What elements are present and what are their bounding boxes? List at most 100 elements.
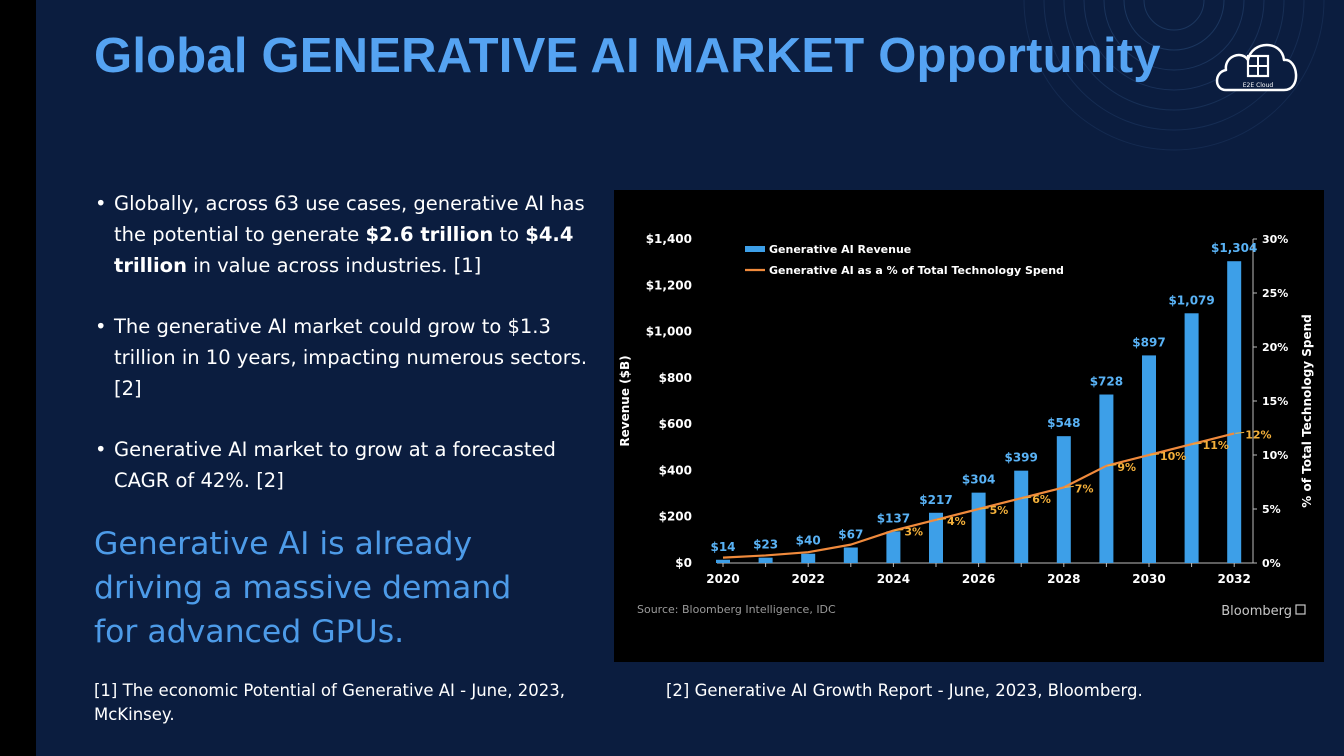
bar-value-label: $1,079 <box>1168 293 1214 307</box>
bar <box>929 512 943 563</box>
pct-leader <box>1064 485 1074 488</box>
pct-leader <box>1235 431 1245 434</box>
chart-background <box>614 190 1324 662</box>
legend-label-revenue: Generative AI Revenue <box>769 243 911 256</box>
pct-value-label: 10% <box>1160 450 1186 463</box>
bullet-item: • The generative AI market could grow to… <box>94 311 594 404</box>
revenue-chart: $0 $200 $400 $600 $800 $1,000 $1,200 $1,400 0% 5%… <box>614 190 1324 662</box>
legend-label-pct: Generative AI as a % of Total Technology… <box>769 264 1064 277</box>
pct-leader <box>1022 496 1032 499</box>
bar <box>1227 261 1242 563</box>
bloomberg-icon <box>1295 604 1306 615</box>
slide: Global GENERATIVE AI MARKET Opportunity … <box>36 0 1344 756</box>
pct-line <box>722 432 1235 559</box>
bar-value-label: $40 <box>796 534 821 548</box>
y-tick-label: $1,200 <box>646 278 692 292</box>
y-tick-label: $1,400 <box>646 232 692 246</box>
bar-value-label: $23 <box>753 538 778 552</box>
reference-2: [2] Generative AI Growth Report - June, … <box>666 681 1143 700</box>
bar-value-label: $14 <box>710 540 735 554</box>
y-tick-label: $400 <box>659 463 692 477</box>
bar <box>758 557 773 563</box>
pct-value-label: 12% <box>1245 428 1271 441</box>
pct-leader <box>1192 442 1202 445</box>
y-tick-label: $200 <box>659 510 692 524</box>
bullet-item: • Generative AI market to grow at a fore… <box>94 434 594 496</box>
bar <box>1099 394 1114 563</box>
bar-value-label: $304 <box>962 473 995 487</box>
pct-value-label: 9% <box>1117 461 1136 474</box>
y-tick-label: $800 <box>659 371 692 385</box>
y2-tick-label: 15% <box>1262 395 1288 408</box>
x-tick-label: 2020 <box>706 572 739 586</box>
bar <box>843 547 858 563</box>
bar <box>886 531 901 563</box>
bar-value-label: $137 <box>877 511 910 525</box>
bullet-text: The generative AI market could grow to $… <box>114 315 588 400</box>
y-tick-label: $1,000 <box>646 325 692 339</box>
bullet-dot: • <box>95 192 107 215</box>
bar-value-label: $67 <box>838 527 863 541</box>
bar <box>971 492 986 563</box>
bullet-text: Generative AI market to grow at a foreca… <box>114 438 556 492</box>
bullet-text: in value across industries. [1] <box>186 254 482 277</box>
bar-value-label: $728 <box>1090 375 1123 389</box>
bar <box>1014 470 1029 563</box>
bullet-bold: $2.6 trillion <box>365 223 494 246</box>
bullet-dot: • <box>95 315 107 338</box>
y-tick-label: $600 <box>659 417 692 431</box>
bar <box>1142 355 1156 563</box>
x-tick-label: 2026 <box>962 572 995 586</box>
logo-text: E2E Cloud <box>1243 82 1274 89</box>
bar <box>1184 313 1199 563</box>
bullet-list: • Globally, across 63 use cases, generat… <box>94 188 594 526</box>
bullet-text: Globally, across 63 use cases, generativ… <box>114 192 585 246</box>
bullet-dot: • <box>95 438 107 461</box>
pct-leader <box>979 507 989 510</box>
bar <box>716 559 730 563</box>
pct-leader <box>1107 464 1117 467</box>
bullet-text: to <box>493 223 526 246</box>
bullet-bold: $4.4 trillion <box>114 223 574 277</box>
bar-value-label: $1,304 <box>1211 241 1257 255</box>
bar-value-label: $217 <box>919 493 952 507</box>
legend-swatch-revenue <box>745 246 765 252</box>
bullet-item: • Globally, across 63 use cases, generat… <box>94 188 594 281</box>
bloomberg-brand: Bloomberg <box>1221 604 1292 619</box>
x-tick-label: 2032 <box>1217 572 1250 586</box>
pct-leader <box>936 518 947 521</box>
y2-tick-label: 30% <box>1262 233 1288 246</box>
x-tick-label: 2024 <box>877 572 910 586</box>
pct-value-label: 7% <box>1075 482 1094 495</box>
e2e-cloud-logo: E2E Cloud <box>1215 43 1298 92</box>
pct-leader <box>1149 453 1160 456</box>
left-black-bar <box>0 0 36 756</box>
chart-source: Source: Bloomberg Intelligence, IDC <box>637 603 836 616</box>
x-tick-label: 2030 <box>1132 572 1165 586</box>
bar <box>1056 436 1071 563</box>
y2-tick-label: 25% <box>1262 287 1288 300</box>
slide-title: Global GENERATIVE AI MARKET Opportunity <box>94 29 1161 83</box>
y2-tick-label: 0% <box>1262 557 1281 570</box>
y2-axis-title: % of Total Technology Spend <box>1300 314 1314 507</box>
pct-value-label: 5% <box>990 504 1009 517</box>
y2-tick-label: 10% <box>1262 449 1288 462</box>
x-tick-label: 2022 <box>791 572 824 586</box>
pct-value-label: 3% <box>904 526 923 539</box>
decorative-rings <box>1023 0 1325 151</box>
bar-value-label: $399 <box>1004 451 1037 465</box>
pct-leader <box>894 529 904 532</box>
x-tick-label: 2028 <box>1047 572 1080 586</box>
pct-value-label: 4% <box>947 515 966 528</box>
bar-value-label: $897 <box>1132 335 1165 349</box>
bar <box>801 553 816 563</box>
y2-tick-label: 5% <box>1262 503 1281 516</box>
reference-1: [1] The economic Potential of Generative… <box>94 681 565 724</box>
y-axis-title: Revenue ($B) <box>618 355 632 446</box>
y-tick-label: $0 <box>675 556 692 570</box>
pct-value-label: 6% <box>1032 493 1051 506</box>
y2-tick-label: 20% <box>1262 341 1288 354</box>
tagline: Generative AI is already driving a massi… <box>94 526 512 650</box>
bar-value-label: $548 <box>1047 416 1080 430</box>
pct-value-label: 11% <box>1203 439 1229 452</box>
